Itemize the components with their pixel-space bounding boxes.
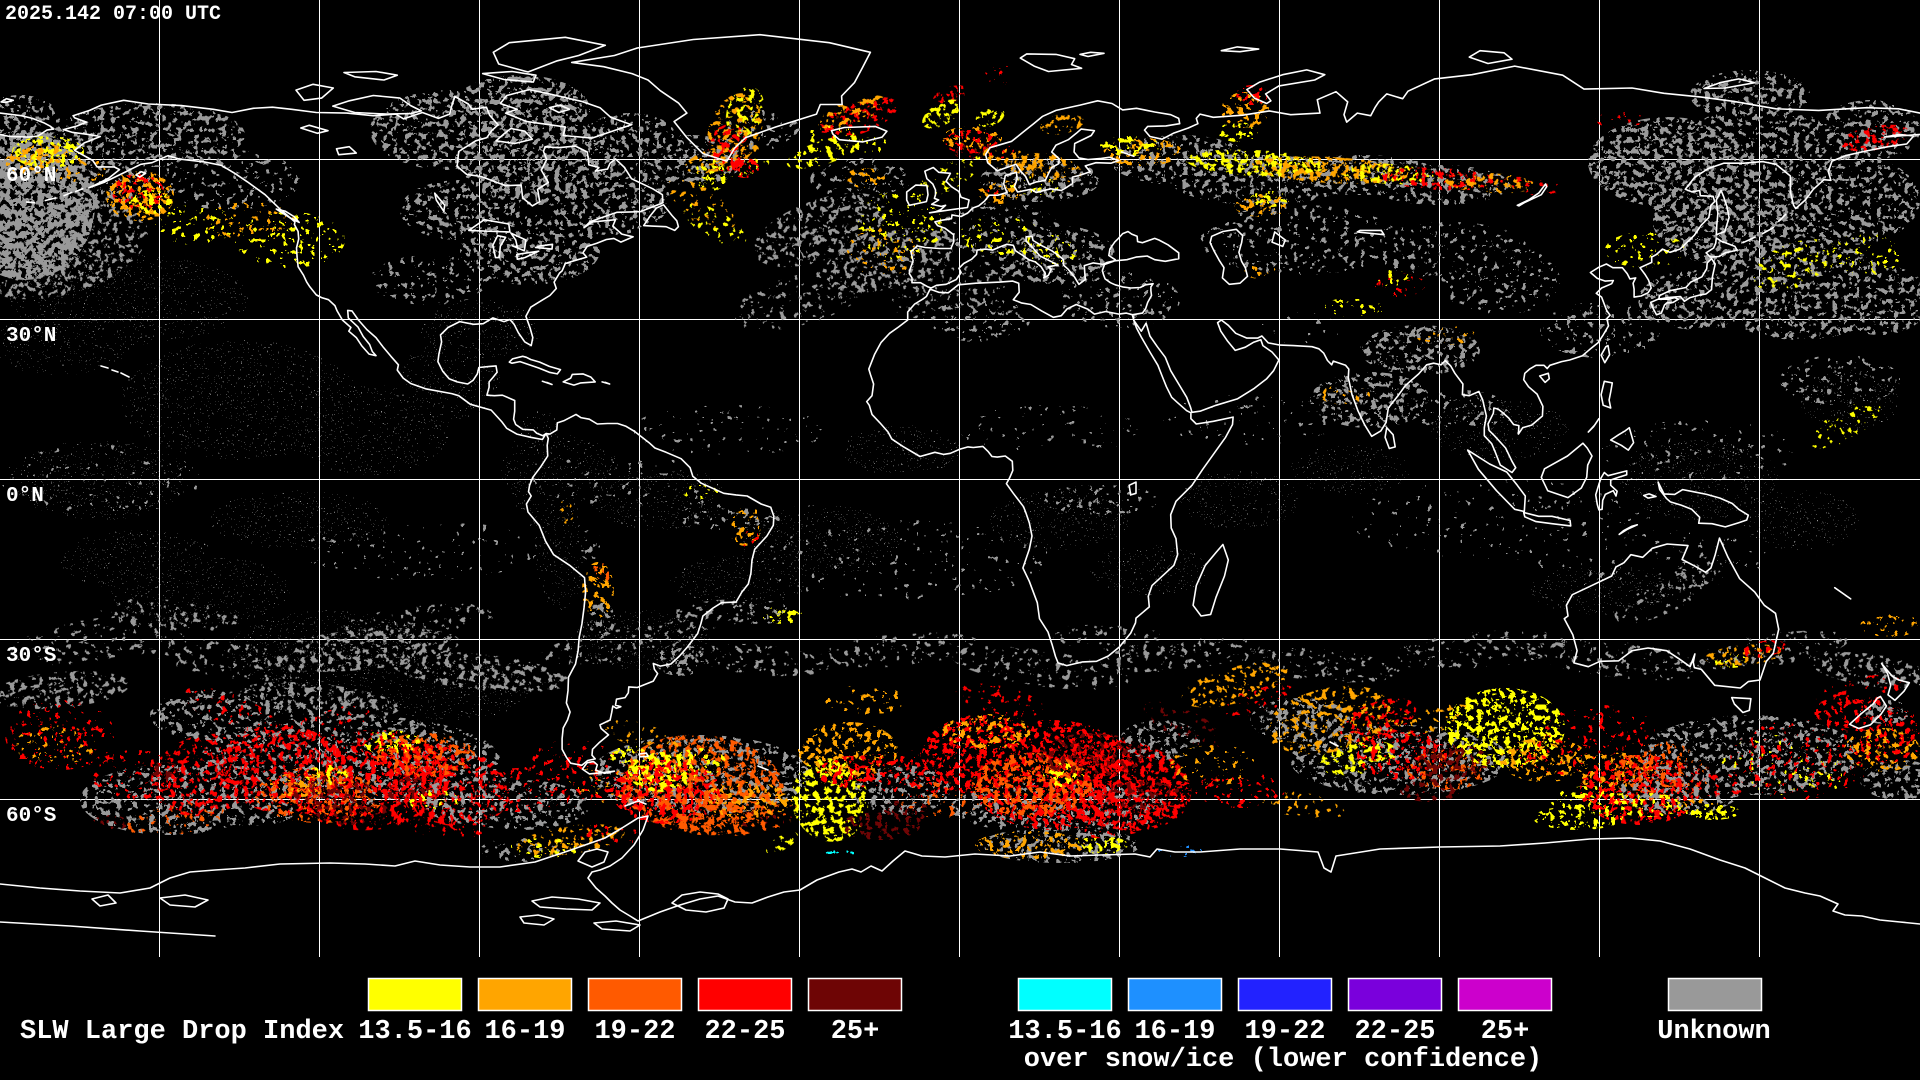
svg-text:16-19: 16-19 xyxy=(484,1017,565,1047)
svg-text:60°N: 60°N xyxy=(6,165,56,188)
svg-text:13.5-16: 13.5-16 xyxy=(358,1017,471,1047)
svg-text:over snow/ice (lower confidenc: over snow/ice (lower confidence) xyxy=(1024,1045,1542,1075)
svg-text:16-19: 16-19 xyxy=(1134,1017,1215,1047)
svg-text:2025.142 07:00 UTC: 2025.142 07:00 UTC xyxy=(5,3,221,26)
svg-text:Unknown: Unknown xyxy=(1657,1017,1770,1047)
svg-text:25+: 25+ xyxy=(831,1017,880,1047)
svg-text:19-22: 19-22 xyxy=(594,1017,675,1047)
svg-text:SLW Large Drop Index: SLW Large Drop Index xyxy=(20,1017,344,1047)
svg-text:0°N: 0°N xyxy=(6,485,44,508)
svg-text:25+: 25+ xyxy=(1481,1017,1530,1047)
svg-text:22-25: 22-25 xyxy=(1354,1017,1435,1047)
svg-text:19-22: 19-22 xyxy=(1244,1017,1325,1047)
svg-text:60°S: 60°S xyxy=(6,805,56,828)
svg-text:30°S: 30°S xyxy=(6,645,56,668)
svg-text:22-25: 22-25 xyxy=(704,1017,785,1047)
svg-text:30°N: 30°N xyxy=(6,325,56,348)
svg-text:13.5-16: 13.5-16 xyxy=(1008,1017,1121,1047)
